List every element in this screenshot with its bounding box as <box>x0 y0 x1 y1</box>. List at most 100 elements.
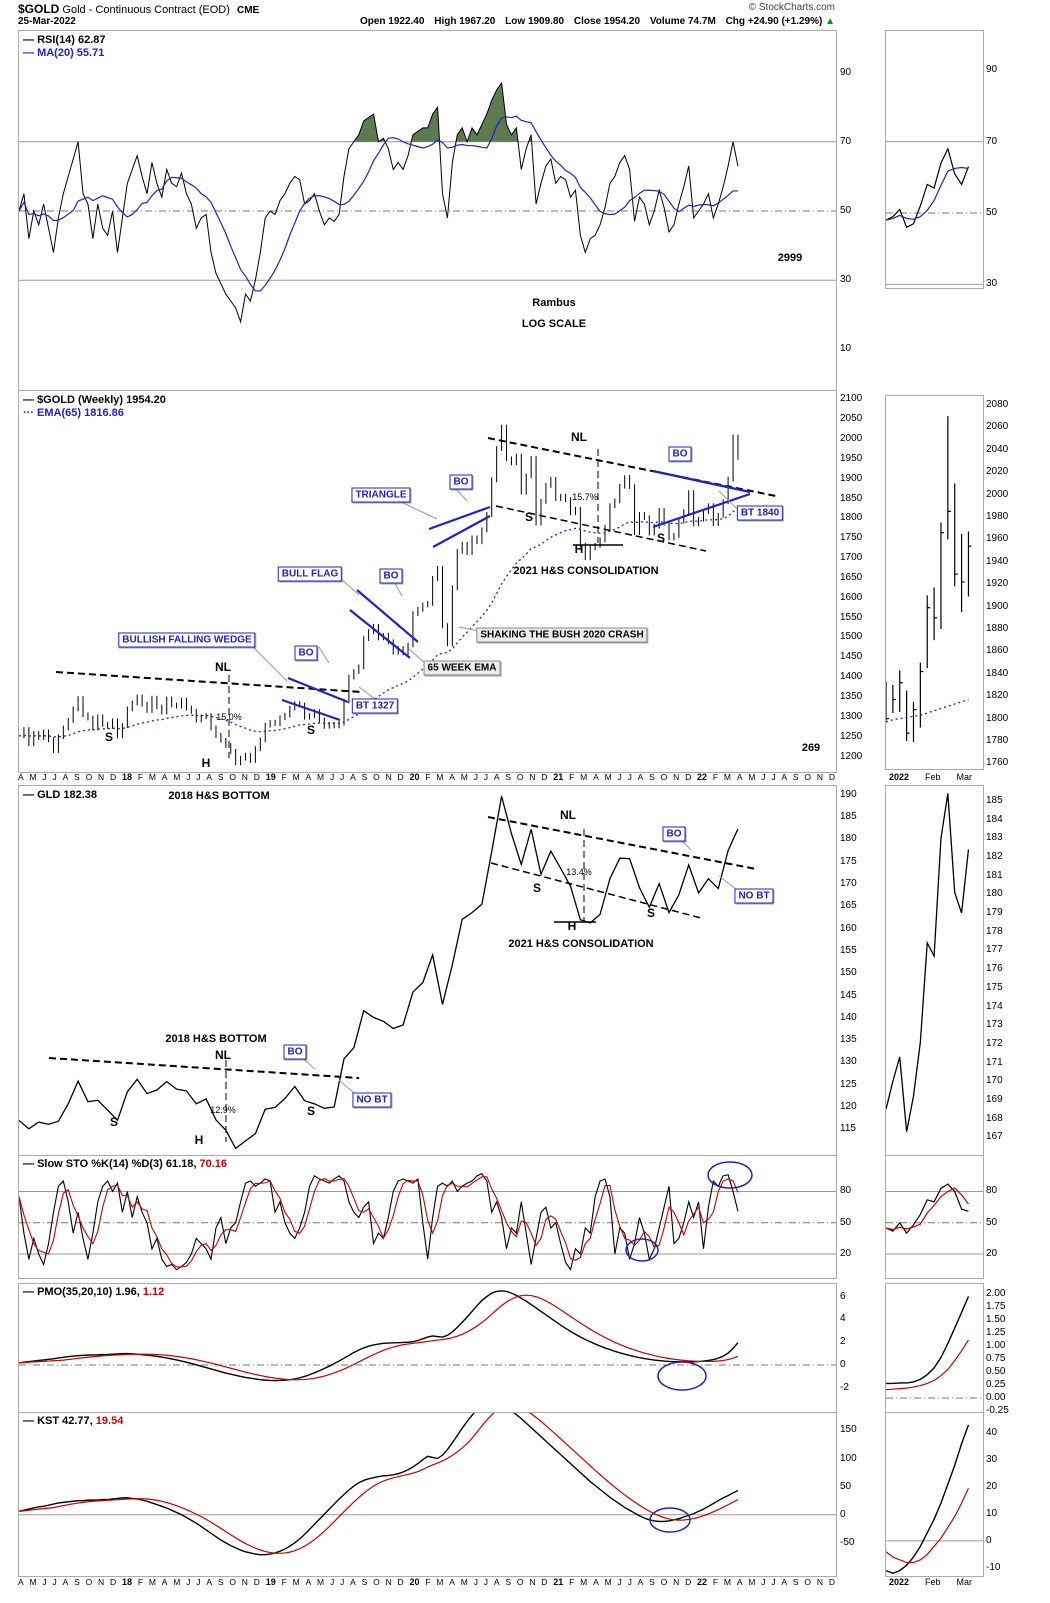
y-tick-label: 182 <box>986 851 1003 862</box>
legend-line: ··· EMA(65) 1816.86 <box>23 407 166 420</box>
trendline <box>428 505 491 531</box>
annotation-small: 13.4% <box>566 867 592 877</box>
high-label: High <box>434 16 457 27</box>
y-tick-label: 1800 <box>986 712 1009 724</box>
legend-part: — <box>23 789 38 801</box>
trendline <box>652 469 751 494</box>
slow-sto-legend: — Slow STO %K(14) %D(3) 61.18, 70.16 <box>23 1158 227 1171</box>
legend-part: — <box>23 394 38 406</box>
x-axis-token: M <box>148 772 156 782</box>
x-axis-token: J <box>52 772 57 782</box>
symbol: $GOLD <box>18 2 60 16</box>
y-tick-label: 175 <box>840 855 857 867</box>
chart-header: $GOLD Gold - Continuous Contract (EOD) C… <box>0 0 1050 30</box>
series-line <box>19 1176 739 1268</box>
y-tick-label: 2100 <box>840 393 863 405</box>
series-line <box>19 1294 739 1381</box>
y-tick-label: 190 <box>840 788 857 800</box>
annotation-text: NL <box>215 1048 231 1062</box>
legend-part: — <box>23 1158 38 1170</box>
x-axis-token: 22 <box>697 772 708 782</box>
up-arrow-icon: ▲ <box>825 16 835 27</box>
x-axis-token: F <box>137 1577 144 1587</box>
trendline <box>356 589 419 643</box>
kst_mini-chart-canvas <box>886 1424 983 1575</box>
y-tick-label: 1650 <box>840 571 863 583</box>
x-axis-token: O <box>85 1577 93 1587</box>
legend-part: 1.96 <box>115 1286 137 1298</box>
price_mini-chart-canvas <box>886 416 972 743</box>
slow-sto-mini-y-axis: 80 50 20 <box>983 1155 1023 1277</box>
annotation-bluebox: BO <box>379 568 403 584</box>
legend-part: — <box>23 1286 38 1298</box>
sto_main-chart-canvas <box>19 1161 836 1272</box>
legend-part: KST <box>37 1415 63 1427</box>
x-axis-token: S <box>74 1577 80 1587</box>
x-axis-token: J <box>761 1577 766 1587</box>
annotation-line <box>393 581 403 597</box>
y-tick-label: 1300 <box>840 710 863 722</box>
series-line <box>19 507 739 738</box>
y-tick-label: 173 <box>986 1019 1003 1031</box>
series-line <box>886 1183 969 1235</box>
price-mini-panel <box>885 395 984 770</box>
header-quote-row: 25-Mar-2022 Open 1922.40 High 1967.20 Lo… <box>18 16 835 27</box>
kst-panel: — KST 42.77, 19.54 <box>18 1412 837 1577</box>
legend-part: , <box>193 1158 200 1170</box>
x-axis-token: J <box>617 1577 622 1587</box>
x-axis-token: J <box>186 772 191 782</box>
annotation-line <box>398 500 438 520</box>
gld_main-chart-canvas <box>19 796 757 1150</box>
annotation-title: 2021 H&S CONSOLIDATION <box>513 565 659 577</box>
y-tick-label: 177 <box>986 944 1003 956</box>
annotation-line <box>318 646 330 664</box>
kst_main-chart-canvas <box>19 1413 836 1556</box>
y-tick-label: 135 <box>840 1034 857 1046</box>
x-axis-token: Feb <box>925 1577 941 1587</box>
kst-mini-y-axis: 40 30 20 10 0 -10 <box>983 1412 1023 1575</box>
y-tick-label: 1350 <box>840 690 863 702</box>
y-tick-label: 0.00 <box>986 1391 1006 1403</box>
price-legend: — $GOLD (Weekly) 1954.20 ··· EMA(65) 1816… <box>23 394 166 420</box>
y-tick-label: 2080 <box>986 398 1009 410</box>
x-axis-token: D <box>685 772 692 782</box>
series-line <box>886 147 970 229</box>
x-axis-token: M <box>148 1577 156 1587</box>
annotation-graybox: 65 WEEK EMA <box>423 660 501 676</box>
y-tick-label: 100 <box>840 1452 857 1464</box>
y-tick-label: 0.25 <box>986 1379 1006 1391</box>
price_main-chart-canvas <box>19 424 777 766</box>
price-panel: — $GOLD (Weekly) 1954.20 ··· EMA(65) 1816… <box>18 390 837 773</box>
legend-line: — RSI(14) 62.87 <box>23 34 106 47</box>
x-axis-token: 20 <box>409 1577 420 1587</box>
x-axis-token: N <box>673 1577 680 1587</box>
rsi-mini-y-axis: 90 70 50 30 <box>983 30 1023 289</box>
x-axis-token: J <box>483 1577 489 1587</box>
legend-part: ··· <box>23 407 38 419</box>
annotation-text: H <box>201 756 211 770</box>
x-axis-token: Feb <box>925 772 941 782</box>
x-axis-token: M <box>292 1577 300 1587</box>
stockcharts-link[interactable]: © StockCharts.com <box>748 2 835 13</box>
pmo-mini-y-axis: 2.00 1.75 1.50 1.25 1.00 0.75 0.50 0.25 0.00 -0.2… <box>983 1283 1023 1416</box>
kst-y-axis: 150 100 50 0 -50 <box>837 1412 877 1575</box>
x-axis-token: J <box>42 772 47 782</box>
x-axis-token: M <box>723 1577 731 1587</box>
annotation-bluebox: NO BT <box>734 888 774 904</box>
x-axis-token: O <box>516 1577 524 1587</box>
y-tick-label: 179 <box>986 907 1003 919</box>
x-axis-token: J <box>340 1577 345 1587</box>
legend-part: RSI(14) 62.87 <box>37 34 106 46</box>
annotation-line <box>454 487 468 502</box>
x-axis-token: J <box>473 1577 478 1587</box>
y-tick-label: 2060 <box>986 421 1009 433</box>
x-axis-token: M <box>748 772 756 782</box>
legend-part: 19.54 <box>95 1415 124 1427</box>
slow-sto-mini-panel <box>885 1155 984 1279</box>
legend-line: — MA(20) 55.71 <box>23 47 106 60</box>
x-axis-token: 19 <box>265 1577 276 1587</box>
legend-part: EMA(65) 1816.86 <box>37 407 124 419</box>
sto_mini-chart-canvas <box>886 1183 983 1255</box>
pmo-mini-panel <box>885 1283 984 1414</box>
x-axis-token: M <box>723 772 731 782</box>
